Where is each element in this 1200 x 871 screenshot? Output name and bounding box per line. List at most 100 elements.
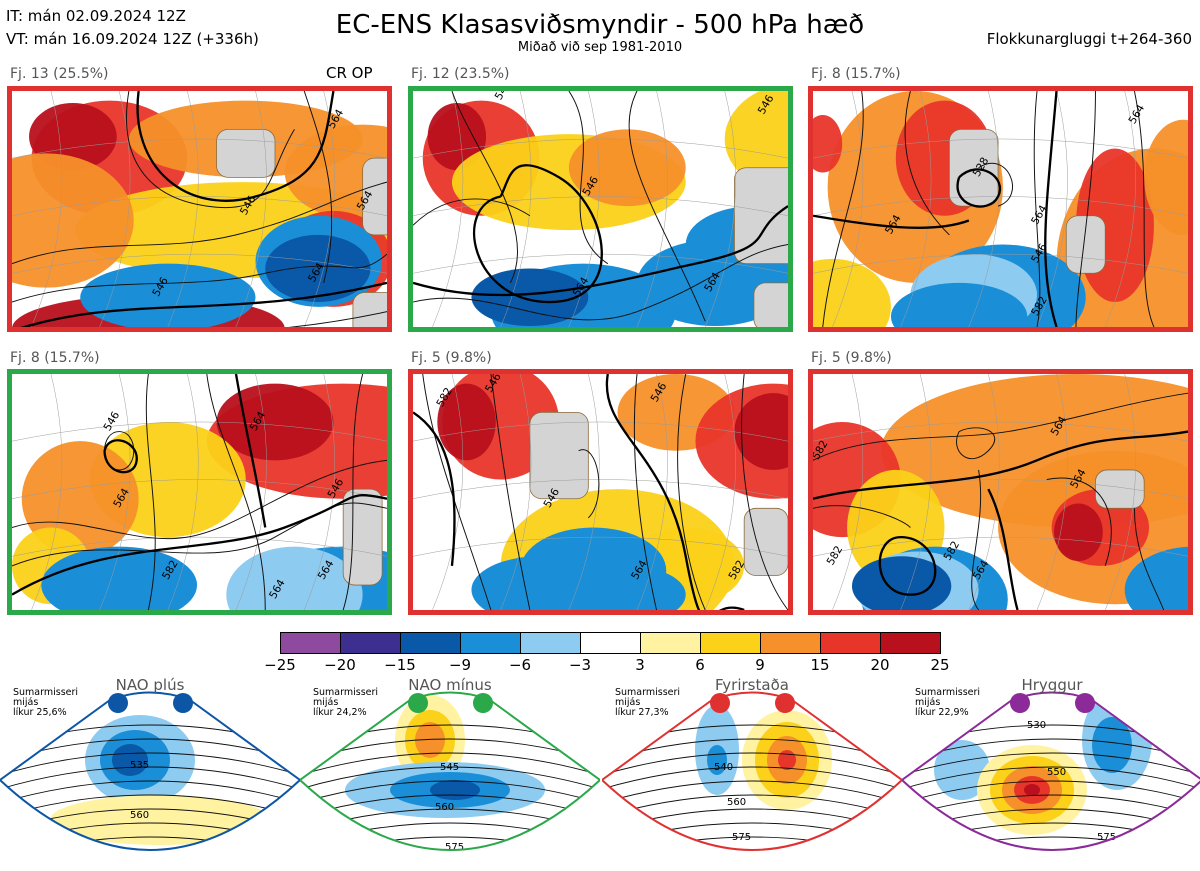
meridian-line: [704, 374, 736, 610]
height-contour: [413, 198, 531, 226]
colorbar-tick-label: 25: [930, 656, 950, 674]
regime-info-line: líkur 22,9%: [915, 707, 969, 718]
major-height-contour: [1044, 91, 1058, 327]
height-contour: [568, 91, 609, 265]
classification-window: Flokkunargluggi t+264-360: [986, 30, 1192, 48]
regime-info-line: mijás: [13, 697, 39, 708]
regime-marker-dot: [408, 693, 428, 713]
colorbar-swatch: [400, 632, 461, 654]
colorbar-swatch: [340, 632, 401, 654]
major-height-contour: [605, 374, 745, 610]
major-height-contour: [413, 411, 456, 566]
major-height-contour: [20, 281, 387, 327]
meridian-line: [1104, 91, 1136, 327]
cluster-map-panel-6[interactable]: 564 582 564 582 564 582: [808, 369, 1193, 615]
regime-contour: [0, 752, 300, 779]
regime-contour-label: 575: [1097, 832, 1116, 843]
landmass-shape: [1095, 469, 1145, 509]
height-contour: [145, 374, 156, 610]
regime-anomaly-area: [430, 780, 480, 800]
regime-contour: [300, 780, 600, 807]
cluster-map-panel-1[interactable]: 546 564 546 564 564: [7, 86, 392, 332]
cold-anomaly-area: [1124, 546, 1188, 610]
regime-contour: [300, 836, 600, 850]
regime-map-4: 530 550 575: [902, 691, 1200, 851]
cold-anomaly-area: [265, 234, 371, 303]
regime-contour: [902, 752, 1200, 779]
regime-frame: [300, 691, 600, 851]
regime-contour: [902, 780, 1200, 807]
cold-anomaly-area: [41, 546, 198, 610]
height-contour: [12, 253, 387, 303]
initial-time: IT: mán 02.09.2024 12Z: [6, 7, 186, 25]
regime-contour-label: 560: [435, 802, 454, 813]
height-contour: [978, 162, 1013, 207]
meridian-line: [968, 374, 1000, 610]
meridian-line: [235, 91, 267, 327]
parallel-line: [413, 421, 788, 442]
regime-info-line: líkur 27,3%: [615, 707, 669, 718]
height-contour: [12, 459, 387, 540]
meridian-line: [167, 374, 199, 610]
cluster-map-panel-3[interactable]: 528 546 564 564 564 582: [808, 86, 1193, 332]
cluster-map-panel-2[interactable]: 546546546564564: [408, 86, 793, 332]
landmass-shape: [734, 167, 788, 265]
anomaly-colorbar: [280, 632, 941, 654]
regime-contour: [0, 766, 300, 793]
parallel-line: [413, 536, 788, 557]
regime-contour: [300, 766, 600, 793]
meridian-line: [432, 374, 464, 610]
warm-anomaly-area: [12, 153, 134, 288]
regime-name: Hryggur: [1021, 676, 1083, 694]
colorbar-tick-label: −9: [448, 656, 472, 674]
warm-anomaly-area: [29, 102, 117, 171]
regime-name: Fyrirstaða: [715, 676, 789, 694]
cluster-map-panel-4[interactable]: 546 546 564 564 582 564 564: [7, 369, 392, 615]
regime-frame: [0, 691, 300, 851]
height-contour: [1033, 91, 1041, 327]
height-contour: [1075, 91, 1096, 327]
regime-anomaly-area: [50, 795, 270, 845]
colorbar-swatch: [460, 632, 521, 654]
panel-2-label: Fj. 12 (23.5%): [411, 66, 510, 82]
regime-marker-dot: [710, 693, 730, 713]
regime-anomaly-area: [934, 740, 990, 800]
meridian-line: [704, 91, 736, 327]
regime-contour: [902, 766, 1200, 793]
regime-info: Sumarmisseri mijás líkur 27,3%: [615, 688, 680, 718]
height-contour: [628, 91, 706, 322]
regime-info-line: líkur 25,6%: [13, 707, 67, 718]
regime-contour: [0, 836, 300, 850]
panel-3-label: Fj. 8 (15.7%): [811, 66, 901, 82]
height-contour: [303, 91, 333, 283]
contour-label: 546: [492, 91, 514, 102]
meridian-line: [500, 91, 532, 327]
colorbar-tick-label: −25: [264, 656, 296, 674]
height-contour: [288, 311, 387, 327]
height-contour: [104, 431, 135, 471]
regime-frame: [602, 691, 902, 851]
height-contour: [490, 374, 531, 610]
regime-map-3: 540 560 575: [602, 691, 902, 851]
cold-anomaly-area: [851, 556, 952, 610]
colorbar-tick-label: 20: [870, 656, 890, 674]
regime-contour-label: 550: [1047, 767, 1066, 778]
regime-name: NAO mínus: [408, 676, 492, 694]
parallel-line: [413, 138, 788, 159]
colorbar-swatch: [280, 632, 341, 654]
page-title: EC-ENS Klasasviðsmyndir - 500 hPa hæð: [335, 10, 865, 40]
cluster-map-panel-5[interactable]: 582 546 546 546 564 582: [408, 369, 793, 615]
major-height-contour: [12, 493, 387, 596]
warm-anomaly-area: [216, 383, 334, 461]
meridian-line: [1104, 374, 1136, 610]
height-contour: [956, 427, 996, 460]
panel-5-label: Fj. 5 (9.8%): [411, 350, 492, 366]
regime-marker-dot: [1075, 693, 1095, 713]
meridian-line: [636, 374, 668, 610]
height-contour: [451, 91, 519, 284]
regime-contour: [602, 752, 902, 779]
cold-anomaly-area: [890, 282, 1028, 327]
